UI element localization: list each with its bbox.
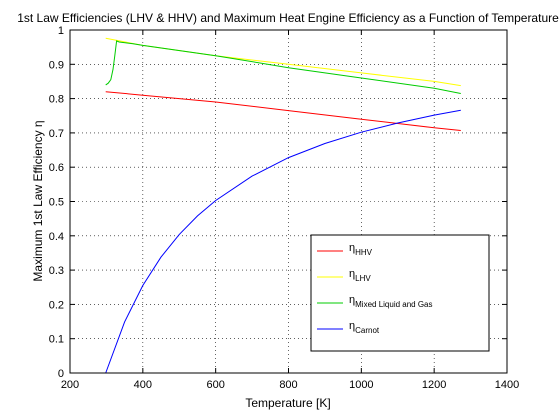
x-tick-label: 600: [206, 379, 224, 391]
legend-entry: ηLHV: [349, 268, 371, 283]
y-tick-label: 0.1: [49, 334, 64, 346]
series-line-lhv: [105, 37, 461, 87]
y-tick-label: 1: [58, 25, 64, 37]
legend-symbol: η: [349, 242, 355, 254]
legend-entry: ηHHV: [349, 242, 373, 257]
x-tick-label: 400: [134, 379, 152, 391]
y-tick-label: 0.3: [49, 265, 64, 277]
y-axis-label: Maximum 1st Law Efficiency η: [31, 120, 45, 281]
series-lines: [105, 37, 461, 374]
legend-symbol: η: [349, 320, 355, 332]
axis-ticks: 200 400 600 800 1000 1200 1400 0 0.1 0.2 0.3 0.4 0.5…: [49, 25, 520, 391]
y-tick-label: 0.9: [49, 59, 64, 71]
y-tick-label: 0.4: [49, 231, 64, 243]
legend-entry: ηMixed Liquid and Gas: [349, 294, 433, 309]
chart-title: 1st Law Efficiencies (LHV & HHV) and Max…: [17, 11, 559, 25]
y-tick-label: 0.6: [49, 162, 64, 174]
x-axis-label: Temperature [K]: [245, 396, 330, 410]
legend-symbol: η: [349, 294, 355, 306]
x-tick-label: 1400: [495, 379, 519, 391]
x-tick-label: 1200: [422, 379, 446, 391]
legend-box: [310, 234, 490, 352]
y-tick-label: 0.2: [49, 299, 64, 311]
y-tick-label: 0.7: [49, 128, 64, 140]
x-tick-label: 200: [61, 379, 79, 391]
x-tick-label: 800: [279, 379, 297, 391]
y-tick-label: 0.8: [49, 94, 64, 106]
series-line-hhv: [105, 91, 461, 131]
legend-symbol: η: [349, 268, 355, 280]
legend-label: Mixed Liquid and Gas: [355, 300, 432, 309]
legend-label: Carnot: [355, 326, 380, 335]
series-line-mixed-liquid-and-gas: [105, 40, 461, 94]
series-line-carnot: [105, 109, 461, 374]
x-tick-label: 1000: [349, 379, 373, 391]
y-tick-label: 0: [58, 368, 64, 380]
legend-label: HHV: [355, 248, 373, 257]
legend-entry: ηCarnot: [349, 320, 380, 335]
legend-label: LHV: [355, 274, 371, 283]
y-tick-label: 0.5: [49, 197, 64, 209]
